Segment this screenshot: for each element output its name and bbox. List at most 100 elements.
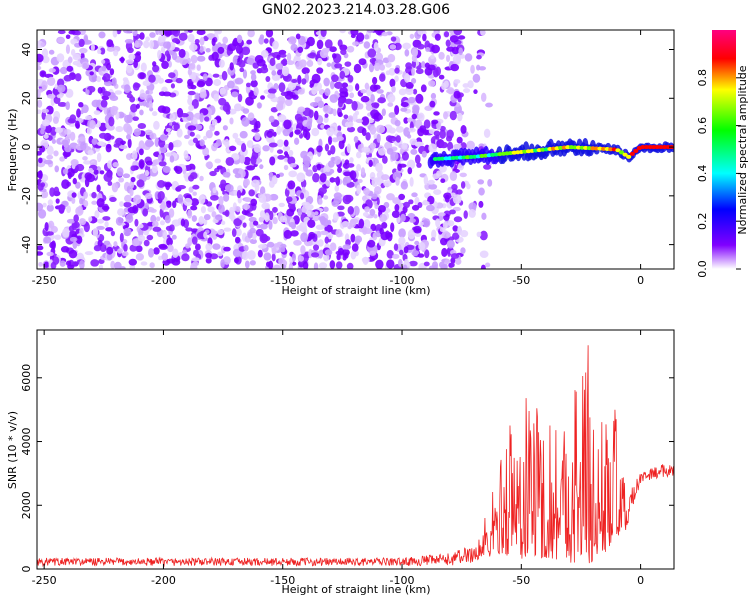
spectrogram-blob bbox=[430, 237, 436, 242]
spectrogram-blob bbox=[355, 118, 363, 124]
spectrogram-blob bbox=[226, 80, 235, 89]
spectrogram-blob bbox=[233, 218, 243, 227]
spectrogram-blob bbox=[138, 101, 144, 106]
spectrogram-blob bbox=[272, 216, 278, 225]
spectrogram-blob bbox=[84, 177, 90, 188]
x-tick-label: -200 bbox=[151, 274, 176, 287]
spectrogram-blob bbox=[160, 200, 166, 211]
spectrogram-blob bbox=[369, 142, 377, 150]
spectrogram-blob bbox=[370, 109, 380, 118]
spectrogram-blob bbox=[134, 218, 139, 227]
spectrogram-blob bbox=[439, 129, 446, 140]
spectrogram-image bbox=[37, 30, 674, 269]
spectrogram-blob bbox=[93, 169, 99, 175]
spectrogram-blob bbox=[93, 110, 101, 115]
spectrogram-blob bbox=[235, 228, 242, 237]
spectrogram-blob bbox=[324, 113, 329, 118]
spectrogram-blob bbox=[391, 85, 396, 93]
spectrogram-blob bbox=[119, 201, 124, 207]
spectrogram-blob bbox=[70, 159, 79, 167]
spectrogram-blob bbox=[272, 264, 282, 269]
spectrogram-blob bbox=[423, 119, 431, 129]
spectrogram-blob bbox=[142, 208, 149, 217]
spectrogram-blob bbox=[222, 103, 231, 113]
spectrogram-blob bbox=[337, 205, 345, 211]
spectrogram-blob bbox=[286, 52, 292, 62]
spectrogram-blob bbox=[119, 266, 126, 269]
spectrogram-blob bbox=[219, 87, 227, 95]
signal-core bbox=[633, 148, 639, 153]
spectrogram-blob bbox=[116, 30, 122, 35]
spectrogram-blob bbox=[194, 38, 200, 44]
spectrogram-blob bbox=[403, 201, 411, 209]
spectrogram-blob bbox=[289, 162, 297, 168]
spectrogram-blob bbox=[335, 228, 343, 238]
spectrogram-blob bbox=[251, 179, 260, 188]
spectrogram-blob bbox=[43, 159, 53, 165]
spectrogram-blob bbox=[168, 141, 174, 151]
spectrogram-x-label: Height of straight line (km) bbox=[281, 284, 430, 297]
x-tick-label: -100 bbox=[390, 574, 415, 587]
spectrogram-blob bbox=[343, 114, 349, 119]
spectrogram-blob bbox=[184, 30, 189, 34]
spectrogram-blob bbox=[416, 162, 422, 168]
spectrogram-blob bbox=[324, 39, 333, 49]
spectrogram-blob bbox=[421, 201, 430, 206]
spectrogram-blob bbox=[66, 205, 72, 214]
spectrogram-blob bbox=[333, 155, 342, 165]
spectrogram-blob bbox=[242, 69, 248, 79]
spectrogram-blob bbox=[41, 119, 51, 127]
spectrogram-blob bbox=[196, 80, 206, 88]
spectrogram-blob bbox=[110, 260, 116, 269]
spectrogram-blob bbox=[417, 30, 423, 35]
signal-core bbox=[658, 145, 664, 150]
spectrogram-blob bbox=[411, 67, 416, 76]
spectrogram-blob bbox=[424, 67, 433, 76]
spectrogram-blob bbox=[288, 262, 294, 269]
spectrogram-blob bbox=[218, 97, 227, 106]
spectrogram-blob bbox=[171, 234, 177, 240]
spectrogram-blob bbox=[283, 229, 293, 239]
spectrogram-blob bbox=[173, 139, 182, 148]
spectrogram-blob bbox=[61, 179, 70, 190]
spectrogram-blob bbox=[225, 156, 235, 166]
spectrogram-blob bbox=[199, 91, 207, 99]
spectrogram-blob bbox=[459, 54, 466, 59]
spectrogram-blob bbox=[458, 47, 464, 56]
spectrogram-blob bbox=[67, 118, 77, 124]
spectrogram-blob bbox=[244, 260, 250, 269]
spectrogram-blob bbox=[88, 73, 98, 83]
spectrogram-blob bbox=[232, 248, 242, 258]
spectrogram-blob bbox=[429, 100, 436, 108]
spectrogram-blob bbox=[82, 156, 88, 161]
spectrogram-blob bbox=[107, 160, 113, 169]
spectrogram-blob bbox=[133, 83, 141, 89]
spectrogram-blob bbox=[457, 225, 462, 236]
spectrogram-blob bbox=[394, 204, 400, 212]
spectrogram-blob bbox=[257, 102, 262, 109]
spectrogram-blob bbox=[224, 209, 230, 217]
spectrogram-blob bbox=[398, 228, 406, 238]
spectrogram-blob bbox=[361, 256, 370, 264]
spectrogram-blob bbox=[327, 219, 332, 225]
spectrogram-blob bbox=[259, 210, 266, 218]
spectrogram-blob bbox=[138, 148, 144, 156]
spectrogram-blob bbox=[127, 47, 134, 54]
spectrogram-blob bbox=[369, 125, 377, 135]
spectrogram-blob bbox=[46, 154, 54, 160]
spectrogram-blob bbox=[266, 130, 274, 138]
spectrogram-blob bbox=[329, 46, 337, 53]
spectrogram-blob bbox=[250, 155, 257, 165]
spectrogram-blob bbox=[381, 31, 389, 37]
spectrogram-blob bbox=[332, 212, 339, 222]
spectrogram-blob bbox=[190, 73, 196, 81]
spectrogram-blob bbox=[409, 177, 414, 187]
spectrogram-blob bbox=[327, 150, 332, 156]
spectrogram-blob bbox=[94, 210, 100, 219]
spectrogram-blob bbox=[397, 259, 403, 267]
spectrogram-blob bbox=[169, 224, 175, 232]
spectrogram-blob bbox=[220, 259, 225, 268]
spectrogram-blob bbox=[135, 103, 140, 109]
spectrogram-blob bbox=[205, 257, 212, 264]
spectrogram-blob bbox=[344, 61, 352, 67]
